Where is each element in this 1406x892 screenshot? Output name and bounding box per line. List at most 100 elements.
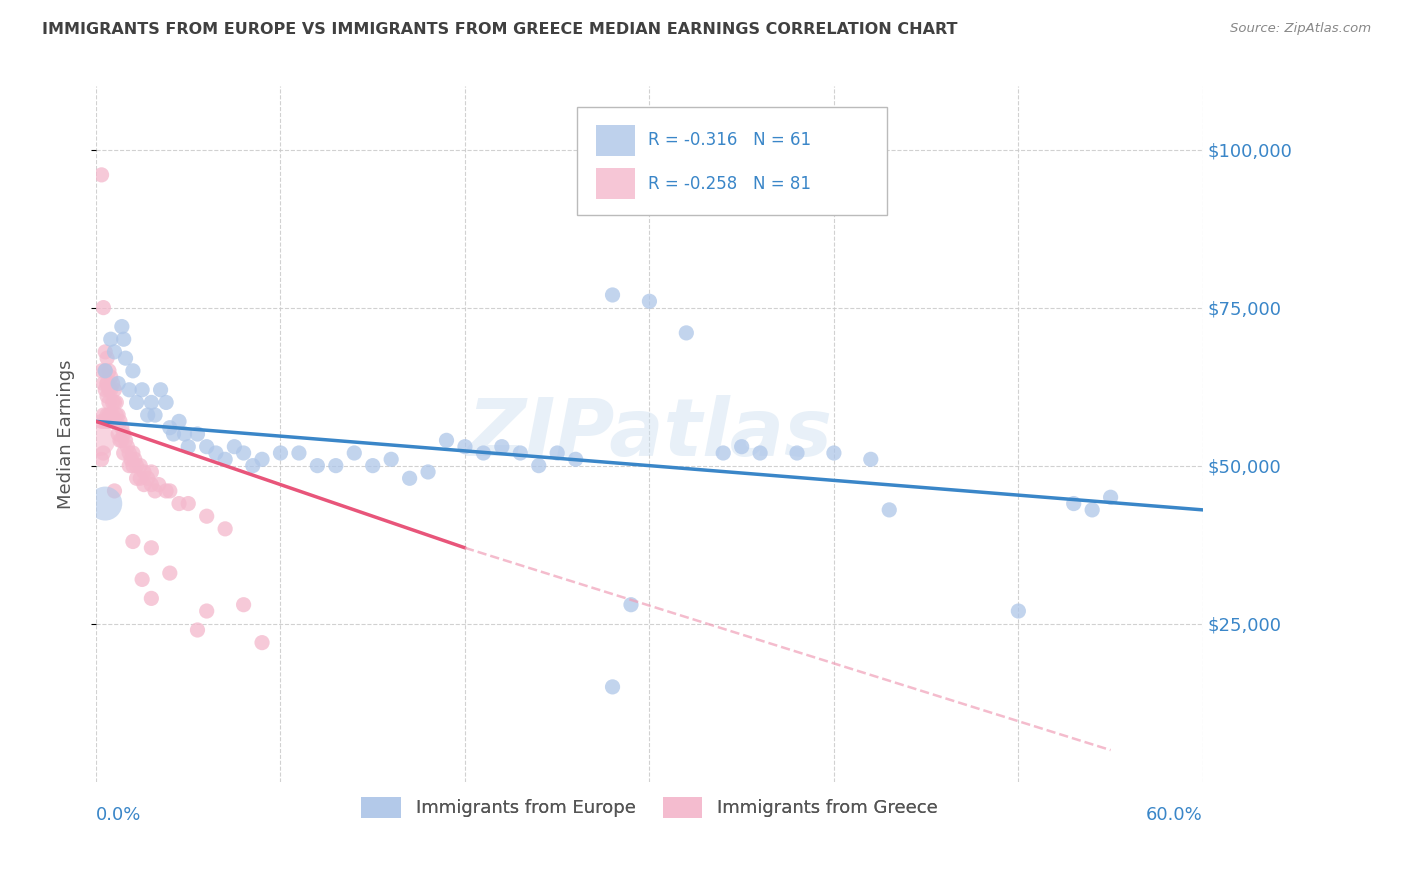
Point: [195, 440, 218, 454]
Point: [112, 332, 135, 346]
FancyBboxPatch shape: [578, 107, 887, 215]
Point: [730, 440, 752, 454]
Text: ZIPatlas: ZIPatlas: [467, 395, 832, 473]
Point: [159, 566, 181, 580]
Point: [155, 483, 177, 498]
Legend: Immigrants from Europe, Immigrants from Greece: Immigrants from Europe, Immigrants from …: [354, 789, 945, 825]
Point: [108, 414, 131, 428]
Point: [103, 395, 125, 409]
Point: [94, 344, 117, 359]
Point: [141, 541, 163, 555]
Point: [564, 452, 586, 467]
Point: [602, 680, 624, 694]
Point: [132, 477, 155, 491]
Point: [118, 383, 141, 397]
Point: [107, 427, 129, 442]
Point: [129, 471, 152, 485]
Point: [103, 383, 125, 397]
Point: [125, 458, 148, 473]
Point: [602, 288, 624, 302]
Point: [141, 465, 163, 479]
Point: [195, 604, 218, 618]
Point: [114, 434, 136, 448]
Point: [101, 408, 124, 422]
Point: [269, 446, 291, 460]
Point: [103, 483, 125, 498]
Point: [105, 408, 128, 422]
Point: [112, 427, 135, 442]
Point: [90, 452, 112, 467]
Point: [93, 301, 115, 315]
Point: [307, 458, 329, 473]
Point: [143, 483, 166, 498]
Point: [94, 364, 117, 378]
Point: [491, 440, 513, 454]
FancyBboxPatch shape: [596, 168, 636, 200]
Point: [823, 446, 845, 460]
Point: [122, 534, 145, 549]
Point: [100, 332, 122, 346]
Point: [173, 427, 195, 442]
Point: [96, 376, 118, 391]
Point: [108, 434, 131, 448]
Point: [93, 408, 115, 422]
Point: [527, 458, 550, 473]
Text: 60.0%: 60.0%: [1146, 806, 1204, 824]
Point: [675, 326, 697, 340]
Point: [90, 168, 112, 182]
Point: [93, 376, 115, 391]
Point: [436, 434, 458, 448]
Point: [214, 522, 236, 536]
Point: [205, 446, 228, 460]
Point: [124, 452, 146, 467]
Point: [159, 483, 181, 498]
Point: [111, 434, 134, 448]
Point: [94, 414, 117, 428]
Point: [96, 376, 118, 391]
Point: [149, 383, 172, 397]
Point: [122, 458, 145, 473]
Point: [94, 364, 117, 378]
Point: [112, 446, 135, 460]
Point: [97, 414, 120, 428]
Point: [90, 364, 112, 378]
Y-axis label: Median Earnings: Median Earnings: [58, 359, 75, 508]
Point: [100, 370, 122, 384]
Point: [472, 446, 495, 460]
Point: [398, 471, 420, 485]
Point: [125, 471, 148, 485]
Point: [786, 446, 808, 460]
Point: [136, 471, 159, 485]
Text: 0.0%: 0.0%: [96, 806, 142, 824]
Point: [224, 440, 246, 454]
Text: R = -0.316   N = 61: R = -0.316 N = 61: [648, 131, 811, 150]
Point: [325, 458, 347, 473]
Point: [89, 434, 111, 448]
Point: [416, 465, 439, 479]
Point: [167, 497, 190, 511]
Point: [232, 598, 254, 612]
Point: [103, 414, 125, 428]
Point: [97, 364, 120, 378]
Point: [141, 591, 163, 606]
Point: [214, 452, 236, 467]
Point: [186, 427, 208, 442]
Point: [509, 446, 531, 460]
Point: [111, 319, 134, 334]
Point: [250, 452, 273, 467]
Point: [107, 408, 129, 422]
Point: [94, 497, 117, 511]
Point: [711, 446, 734, 460]
Point: [250, 635, 273, 649]
Point: [118, 458, 141, 473]
Point: [167, 414, 190, 428]
Point: [288, 446, 311, 460]
Point: [148, 477, 170, 491]
Point: [101, 395, 124, 409]
Point: [141, 477, 163, 491]
Text: Source: ZipAtlas.com: Source: ZipAtlas.com: [1230, 22, 1371, 36]
Point: [101, 376, 124, 391]
Text: IMMIGRANTS FROM EUROPE VS IMMIGRANTS FROM GREECE MEDIAN EARNINGS CORRELATION CHA: IMMIGRANTS FROM EUROPE VS IMMIGRANTS FRO…: [42, 22, 957, 37]
Text: R = -0.258   N = 81: R = -0.258 N = 81: [648, 175, 811, 193]
Point: [131, 383, 153, 397]
